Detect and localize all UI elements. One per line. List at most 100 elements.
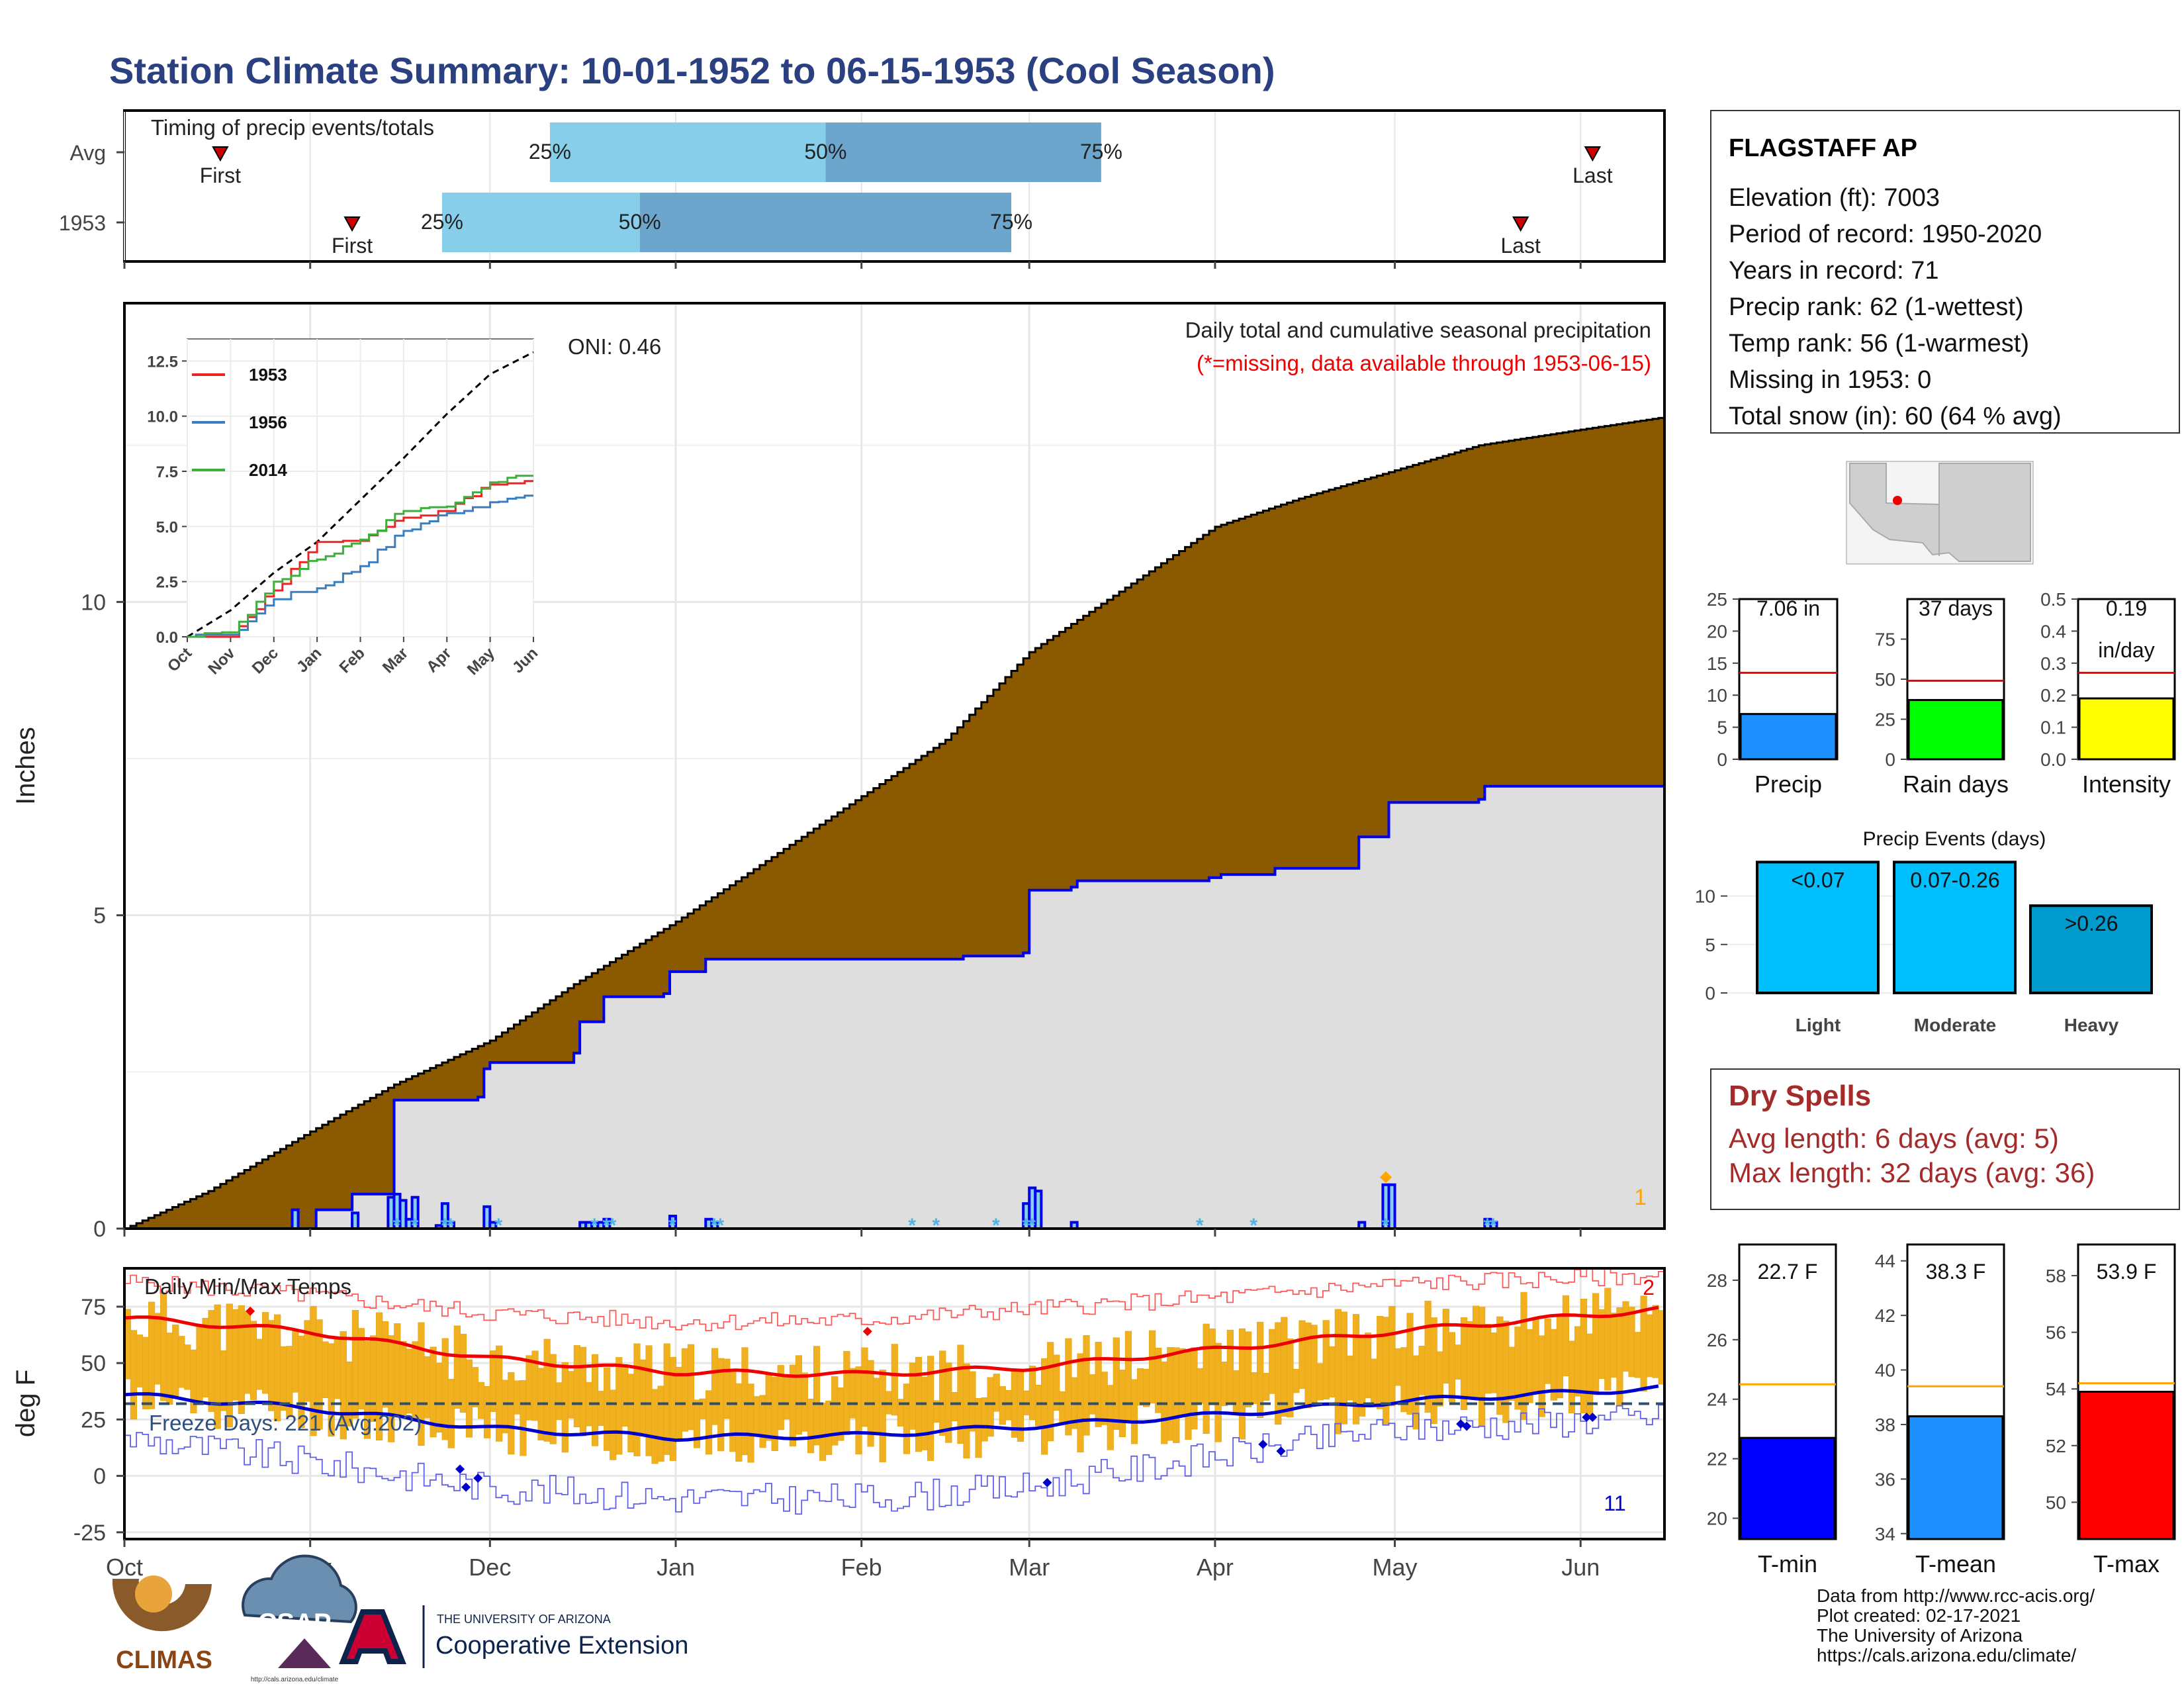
temp-bar-94 — [687, 1344, 695, 1430]
temp-bar-204 — [1346, 1355, 1354, 1401]
record-high-marker-0 — [246, 1306, 255, 1316]
mini-ytick-label-0-2: 10 — [1707, 685, 1727, 706]
events-bar-label-1: Moderate — [1914, 1015, 1996, 1035]
csap-mountain — [278, 1638, 331, 1668]
temp-bar-167 — [1124, 1331, 1132, 1421]
station-line-4: Temp rank: 56 (1-warmest) — [1729, 330, 2029, 357]
station-line-0: Elevation (ft): 7003 — [1729, 184, 1940, 212]
precip-corner-count: 1 — [1634, 1185, 1647, 1210]
inset-ytick-label-0: 0.0 — [156, 629, 178, 647]
temp-bar-74 — [567, 1371, 574, 1419]
snow-marker-12: * — [933, 1215, 940, 1237]
temp-bar-43 — [382, 1321, 389, 1408]
temp-mini-value-2: 53.9 F — [2097, 1260, 2157, 1284]
temp-bar-152 — [1035, 1384, 1042, 1427]
temp-mini-ytick-label-0-4: 28 — [1707, 1270, 1727, 1291]
mini-value-label2-2: in/day — [2098, 638, 2154, 662]
temp-bar-196 — [1298, 1320, 1306, 1389]
temp-bar-240 — [1562, 1295, 1569, 1377]
oni-label: ONI: 0.46 — [568, 334, 661, 359]
events-bar-label-2: Heavy — [2064, 1015, 2119, 1035]
temp-bar-126 — [879, 1370, 886, 1462]
temp-bar-255 — [1652, 1305, 1659, 1378]
temp-bar-21 — [250, 1321, 257, 1400]
mini-bar-0 — [1739, 713, 1837, 761]
temp-bar-200 — [1322, 1320, 1330, 1400]
temp-mini-value-1: 38.3 F — [1926, 1260, 1986, 1284]
timing-last-marker-1 — [1512, 216, 1529, 232]
temp-bar-41 — [369, 1335, 377, 1422]
temp-mini-ytick-label-1-0: 34 — [1875, 1524, 1895, 1544]
temp-bar-179 — [1197, 1368, 1204, 1404]
record-high-marker-1 — [862, 1327, 872, 1336]
events-bar-label-0: Light — [1796, 1015, 1841, 1035]
inset-ytick-label-2: 5.0 — [156, 518, 178, 536]
station-name: FLAGSTAFF AP — [1729, 134, 1917, 162]
temp-bar-128 — [891, 1344, 898, 1416]
record-low-marker-8 — [1582, 1412, 1592, 1422]
temp-bar-50 — [424, 1356, 431, 1419]
timing-q25-50-0 — [549, 122, 826, 182]
temp-bar-3 — [142, 1336, 150, 1409]
temp-mini-label-1: T-mean — [1915, 1550, 1996, 1577]
record-min-line — [124, 1404, 1665, 1515]
dry-spells-box — [1710, 1068, 2180, 1210]
mini-ytick-label-2-3: 0.3 — [2040, 653, 2066, 674]
temp-bar-70 — [543, 1338, 551, 1442]
temp-mini-ytick-label-2-3: 56 — [2046, 1323, 2066, 1343]
temp-bar-246 — [1598, 1309, 1606, 1380]
timing-last-label-0: Last — [1572, 164, 1613, 187]
temp-bar-188 — [1250, 1372, 1258, 1404]
timing-q25-label-0: 25% — [529, 140, 571, 164]
temp-bar-194 — [1287, 1338, 1294, 1418]
snow-marker-19: * — [1484, 1215, 1492, 1237]
temp-bar-177 — [1185, 1351, 1192, 1440]
inset-ytick-label-3: 7.5 — [156, 463, 178, 481]
mini-bar-1 — [1907, 698, 2004, 761]
events-bar-light — [1756, 861, 1880, 994]
temp-bar-88 — [651, 1389, 659, 1464]
mini-ytick-label-2-1: 0.1 — [2040, 718, 2066, 738]
temp-bar-182 — [1214, 1342, 1222, 1442]
temp-bar-224 — [1466, 1321, 1474, 1398]
record-low-marker-9 — [1588, 1412, 1598, 1422]
temp-bar-1 — [130, 1330, 137, 1420]
precip-panel-border — [123, 302, 1666, 1230]
daily-precip-bar-22 — [1034, 1190, 1043, 1230]
temp-bar-114 — [807, 1399, 815, 1454]
mini-ytick-label-1-0: 0 — [1885, 749, 1895, 770]
snow-marker-3: * — [447, 1215, 455, 1237]
dry-spells-avg: Avg length: 6 days (avg: 5) — [1729, 1123, 2059, 1154]
temp-bar-81 — [610, 1389, 617, 1460]
inset-legend-label-2: 2014 — [249, 460, 287, 480]
temp-bar-187 — [1244, 1331, 1252, 1407]
temp-bar-87 — [645, 1345, 653, 1456]
snow-marker-13: * — [992, 1215, 1000, 1237]
csap-cloud — [242, 1554, 357, 1624]
temp-bar-13 — [202, 1317, 209, 1397]
snow-marker-18: * — [1382, 1215, 1390, 1237]
temp-bar-80 — [604, 1367, 611, 1451]
temp-bar-96 — [699, 1398, 707, 1419]
temp-ytick-label-1: 0 — [93, 1464, 106, 1489]
ua-big-text: Cooperative Extension — [435, 1632, 688, 1660]
map-states — [1849, 463, 2031, 562]
temp-bar-185 — [1232, 1370, 1240, 1415]
timing-q50-label-0: 50% — [804, 140, 846, 164]
daily-precip-bar-26 — [1387, 1183, 1396, 1230]
inset-legend-label-0: 1953 — [249, 365, 287, 385]
record-low-marker-0 — [455, 1464, 465, 1474]
chart-title: Station Climate Summary: 10-01-1952 to 0… — [109, 50, 1275, 91]
temp-bar-181 — [1208, 1329, 1216, 1405]
temp-bar-171 — [1149, 1330, 1156, 1404]
xtick-label-8: Jun — [1561, 1554, 1600, 1581]
timing-q50-label-1: 50% — [619, 210, 661, 234]
mini-ytick-label-0-3: 15 — [1707, 653, 1727, 674]
timing-q25-50-1 — [441, 193, 640, 252]
inset-avg-line — [187, 351, 534, 638]
temp-bar-207 — [1365, 1333, 1372, 1399]
ua-logo: THE UNIVERSITY OF ARIZONA Cooperative Ext… — [339, 1605, 688, 1668]
precip-ytick-label-2: 10 — [81, 590, 106, 615]
temp-bar-64 — [508, 1372, 515, 1455]
temp-bar-190 — [1263, 1372, 1270, 1401]
